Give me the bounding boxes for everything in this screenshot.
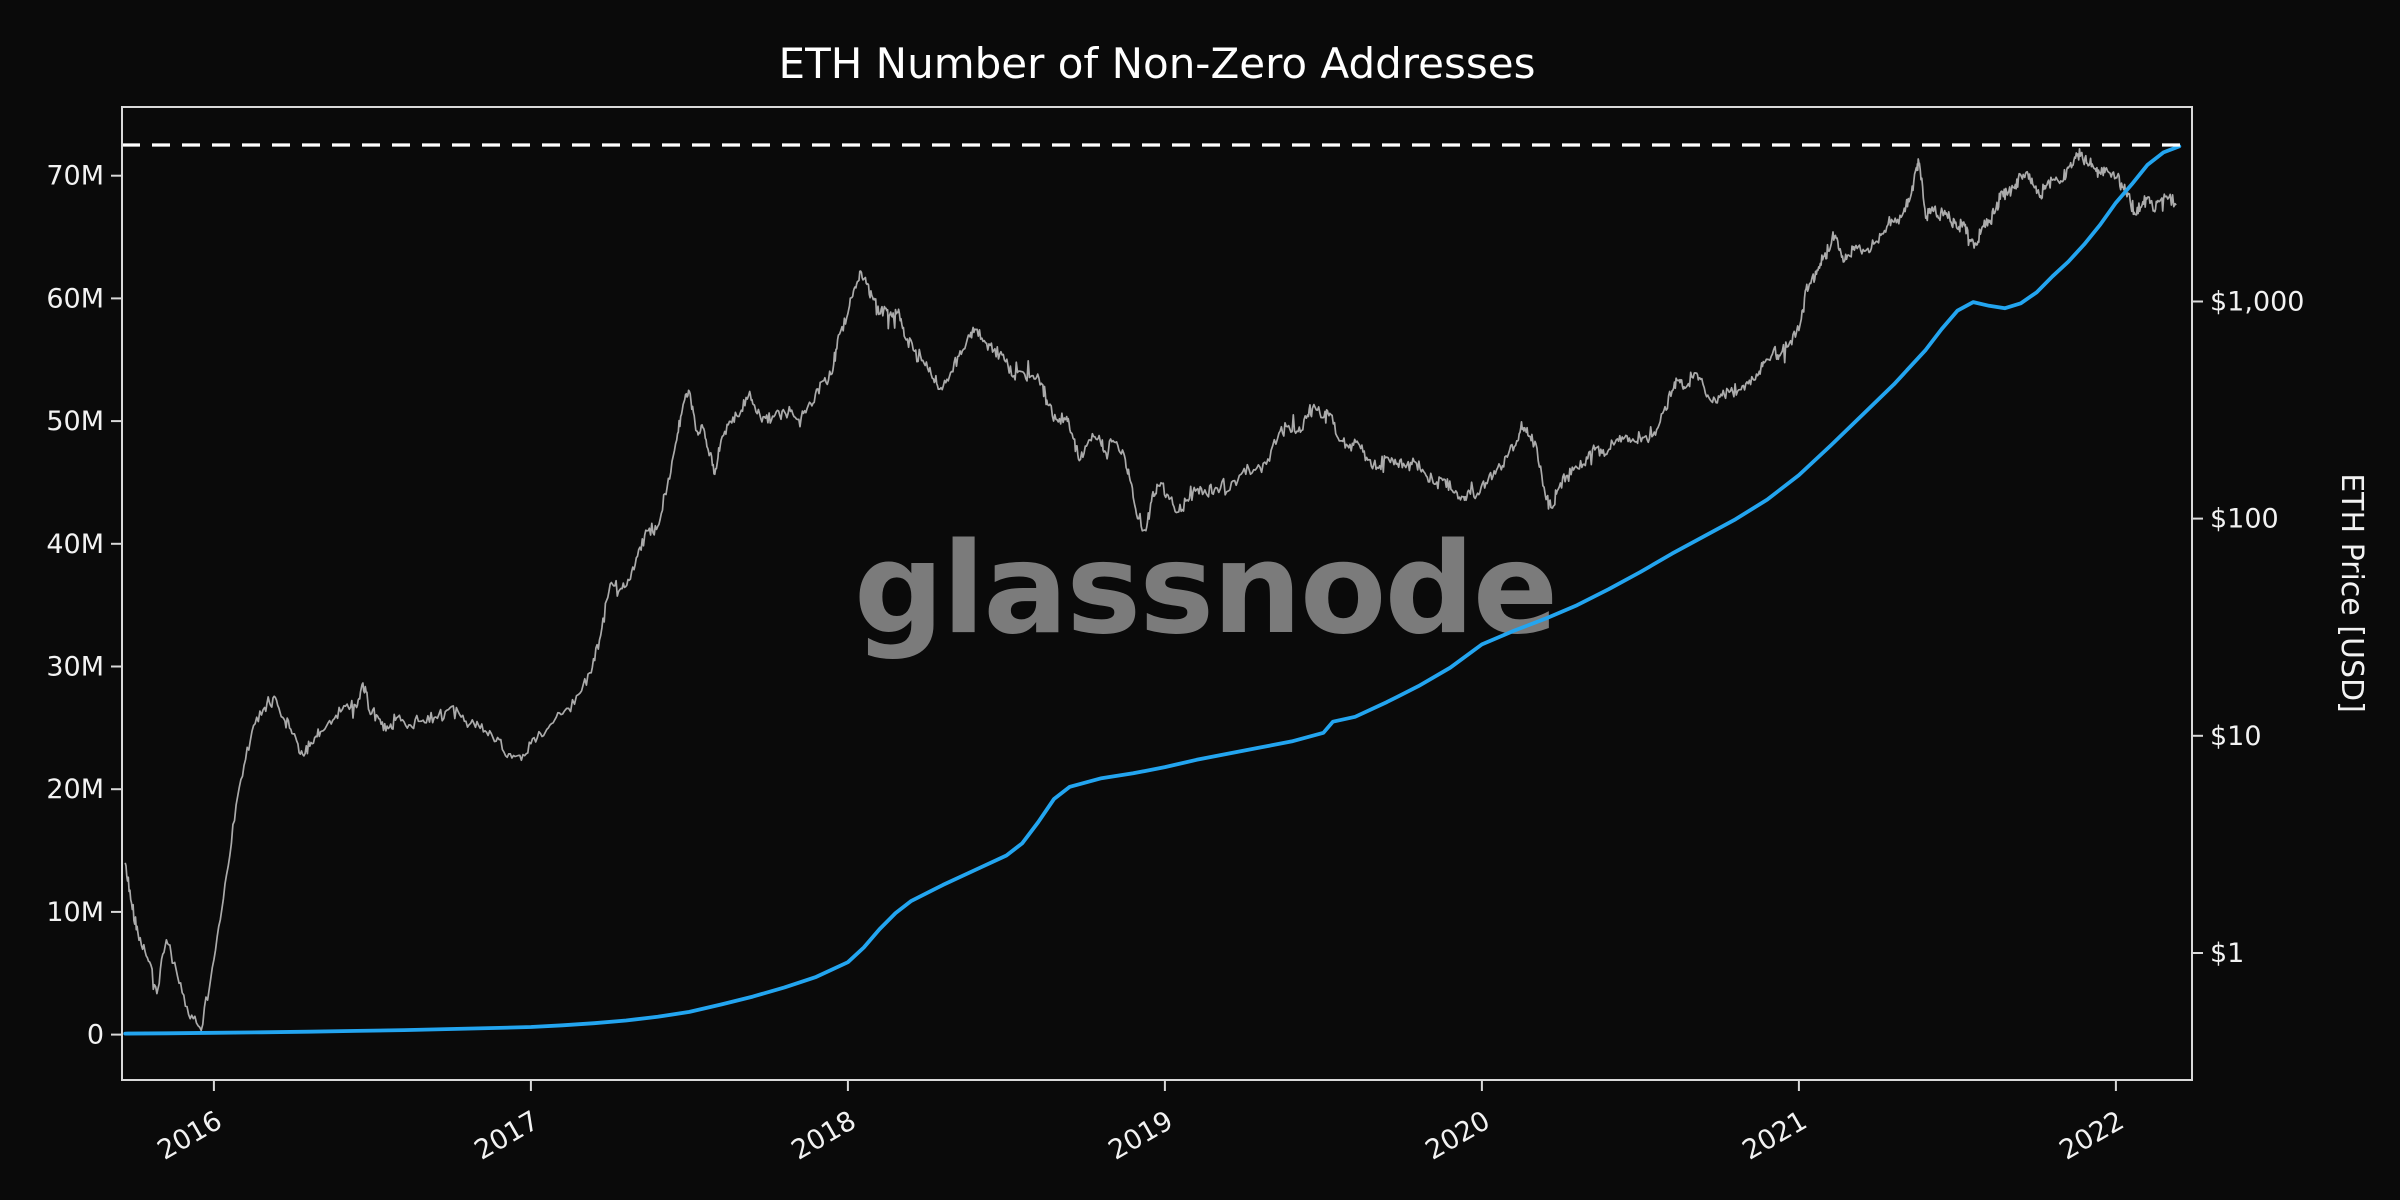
y-left-axis-ticks xyxy=(111,174,122,1036)
x-tick-label: 2021 xyxy=(1737,1105,1812,1166)
y-right-tick-label: $1,000 xyxy=(2210,287,2304,318)
y-left-tick-label: 10M xyxy=(46,897,104,928)
x-tick-label: 2020 xyxy=(1420,1105,1495,1166)
x-tick-label: 2022 xyxy=(2054,1105,2129,1166)
plot-frame xyxy=(121,106,2193,1081)
y-right-axis-ticks xyxy=(2192,300,2203,954)
y-left-tick-label: 0 xyxy=(87,1020,104,1051)
y-left-tick-label: 20M xyxy=(46,774,104,805)
y-right-tick-label: $100 xyxy=(2210,504,2279,535)
y-left-tick-label: 70M xyxy=(46,161,104,192)
x-axis-labels: 2016 2017 2018 2019 2020 2021 2022 xyxy=(152,1105,2129,1166)
x-tick-label: 2017 xyxy=(469,1105,544,1166)
y-left-tick-label: 30M xyxy=(46,652,104,683)
y-right-tick-label: $10 xyxy=(2210,721,2262,752)
right-axis-label: ETH Price [USD] xyxy=(2334,473,2369,713)
y-left-tick-label: 50M xyxy=(46,406,104,437)
eth-price-series-line xyxy=(124,148,2177,1032)
y-left-tick-label: 60M xyxy=(46,283,104,314)
y-left-axis-labels: 0 10M 20M 30M 40M 50M 60M 70M xyxy=(46,161,104,1051)
x-tick-label: 2018 xyxy=(786,1105,861,1166)
x-tick-label: 2019 xyxy=(1103,1105,1178,1166)
y-right-tick-label: $1 xyxy=(2210,938,2244,969)
x-tick-label: 2016 xyxy=(152,1105,227,1166)
nonzero-addresses-series-line xyxy=(123,144,2182,1036)
glassnode-watermark: glassnode xyxy=(854,515,1556,662)
y-left-tick-label: 40M xyxy=(46,529,104,560)
y-right-axis-labels: $1 $10 $100 $1,000 xyxy=(2210,287,2304,970)
x-axis-ticks xyxy=(212,1080,2117,1091)
chart-title: ETH Number of Non-Zero Addresses xyxy=(779,39,1536,88)
